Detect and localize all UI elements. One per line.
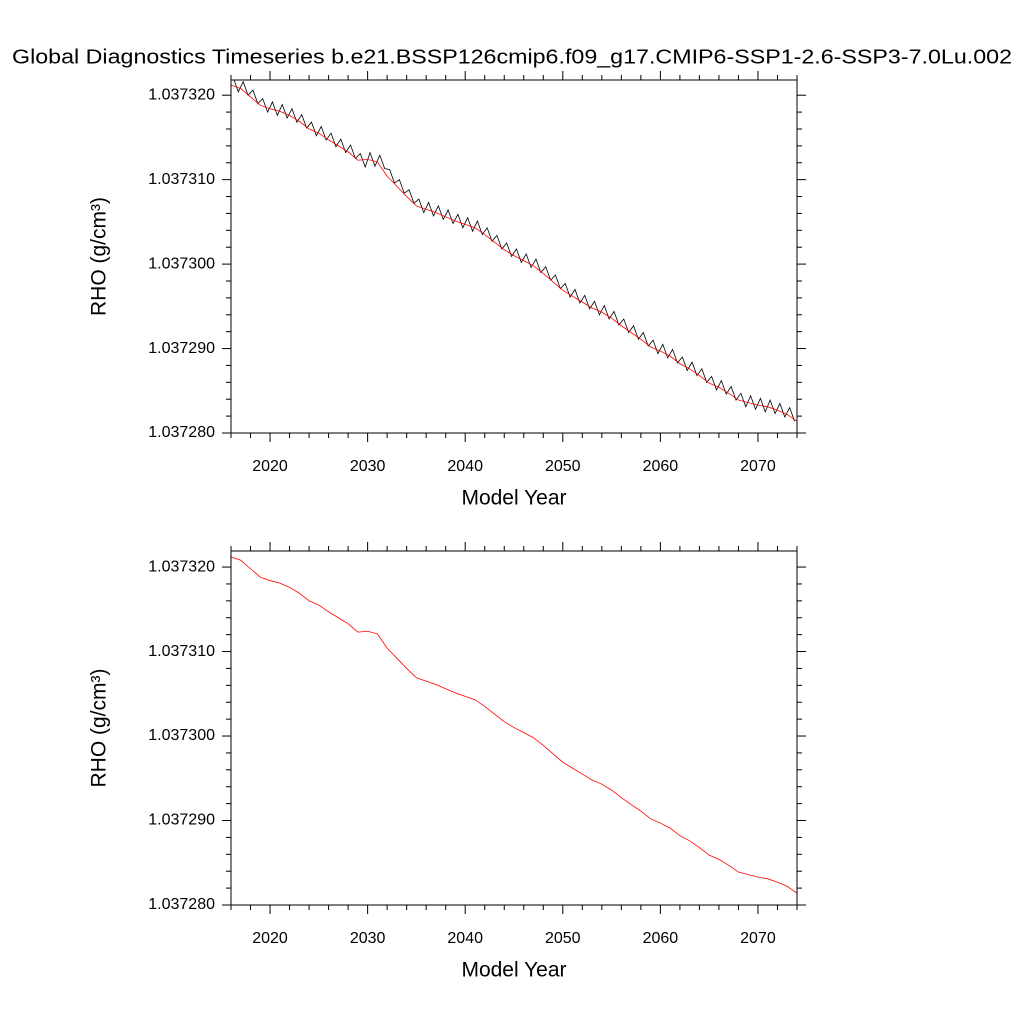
series-line	[233, 80, 795, 422]
y-axis-label: RHO (g/cm³)	[88, 669, 111, 788]
y-axis-label: RHO (g/cm³)	[88, 197, 111, 316]
x-tick-label: 2060	[643, 458, 679, 475]
chart-title: Global Diagnostics Timeseries b.e21.BSSP…	[12, 46, 1012, 68]
y-tick-label: 1.037300	[148, 255, 215, 272]
x-tick-label: 2050	[545, 930, 581, 947]
y-tick-label: 1.037310	[148, 171, 215, 188]
x-tick-label: 2050	[545, 458, 581, 475]
plot-area	[231, 80, 797, 422]
x-tick-label: 2020	[252, 458, 288, 475]
y-tick-label: 1.037310	[148, 643, 215, 660]
y-tick-label: 1.037280	[148, 424, 215, 441]
series-line	[231, 556, 797, 894]
y-tick-label: 1.037290	[148, 812, 215, 829]
x-tick-label: 2030	[350, 458, 386, 475]
x-tick-label: 2040	[447, 458, 483, 475]
series-line	[231, 84, 797, 422]
plot-frame	[230, 79, 798, 434]
x-tick-label: 2040	[447, 930, 483, 947]
y-tick-label: 1.037320	[148, 558, 215, 575]
y-tick-label: 1.037300	[148, 727, 215, 744]
x-axis-label: Model Year	[461, 959, 566, 982]
y-tick-label: 1.037320	[148, 86, 215, 103]
y-tick-label: 1.037280	[148, 896, 215, 913]
x-tick-label: 2030	[350, 930, 386, 947]
x-axis-label: Model Year	[461, 487, 566, 510]
y-tick-label: 1.037290	[148, 340, 215, 357]
x-tick-label: 2060	[643, 930, 679, 947]
plot-area	[231, 556, 797, 894]
plot-frame	[230, 550, 798, 906]
x-tick-label: 2020	[252, 930, 288, 947]
x-tick-label: 2070	[740, 930, 776, 947]
x-tick-label: 2070	[740, 458, 776, 475]
